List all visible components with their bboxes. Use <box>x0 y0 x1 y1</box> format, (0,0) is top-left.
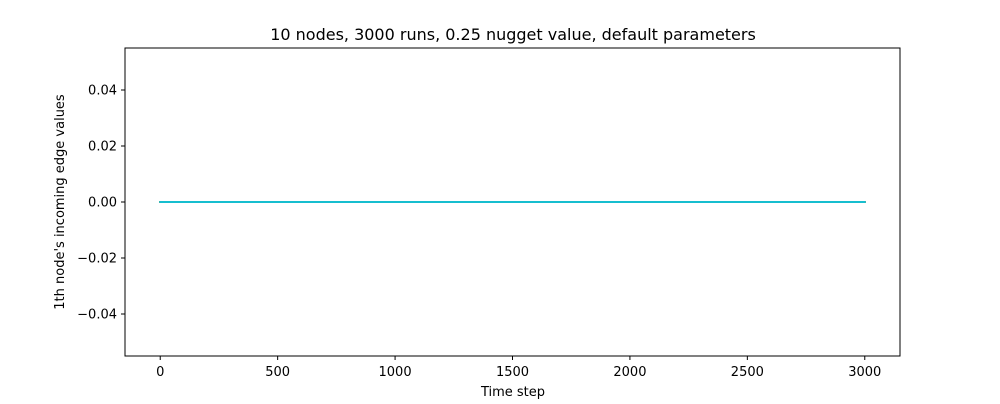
y-tick-label: −0.02 <box>77 252 117 267</box>
x-tick-label: 3000 <box>848 365 881 380</box>
x-tick-label: 2000 <box>613 365 646 380</box>
chart-title: 10 nodes, 3000 runs, 0.25 nugget value, … <box>270 25 756 44</box>
y-axis: −0.04 −0.02 0.00 0.02 0.04 <box>77 84 125 323</box>
x-tick-label: 0 <box>156 365 164 380</box>
x-tick-label: 500 <box>265 365 290 380</box>
y-tick-label: 0.04 <box>88 84 117 99</box>
x-axis: 0 500 1000 1500 2000 2500 3000 <box>156 356 881 380</box>
y-tick-label: −0.04 <box>77 308 117 323</box>
y-tick-label: 0.02 <box>88 140 117 155</box>
y-tick-label: 0.00 <box>88 196 117 211</box>
x-tick-label: 1000 <box>379 365 412 380</box>
y-axis-label: 1th node's incoming edge values <box>53 94 68 310</box>
x-tick-label: 1500 <box>496 365 529 380</box>
x-axis-label: Time step <box>480 385 545 400</box>
x-tick-label: 2500 <box>731 365 764 380</box>
